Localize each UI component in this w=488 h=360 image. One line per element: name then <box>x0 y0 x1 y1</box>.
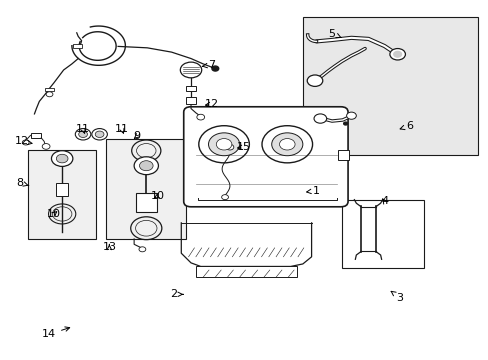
Circle shape <box>134 157 158 175</box>
Circle shape <box>389 49 405 60</box>
Bar <box>186 86 196 91</box>
Bar <box>341 200 424 267</box>
Bar <box>56 183 68 196</box>
Bar <box>337 150 348 160</box>
Text: 2: 2 <box>170 289 183 299</box>
Text: 4: 4 <box>380 197 387 206</box>
Circle shape <box>199 126 249 163</box>
Bar <box>186 97 196 104</box>
FancyBboxPatch shape <box>183 107 347 207</box>
Text: 8: 8 <box>16 178 29 188</box>
Circle shape <box>79 131 87 138</box>
Text: 13: 13 <box>102 242 116 252</box>
Bar <box>73 44 82 48</box>
Circle shape <box>313 114 326 123</box>
Circle shape <box>211 66 218 71</box>
Text: 12: 12 <box>204 99 218 109</box>
Text: 14: 14 <box>42 327 69 339</box>
Bar <box>30 133 41 138</box>
Bar <box>196 266 296 277</box>
Circle shape <box>279 139 294 150</box>
Text: 7: 7 <box>202 60 215 70</box>
Circle shape <box>139 161 153 171</box>
Text: 10: 10 <box>151 191 164 201</box>
Text: 11: 11 <box>115 124 129 134</box>
Bar <box>135 193 157 212</box>
Text: 1: 1 <box>306 186 319 196</box>
Circle shape <box>75 129 91 140</box>
Text: 15: 15 <box>236 142 250 152</box>
Circle shape <box>95 131 104 138</box>
Text: 11: 11 <box>76 124 90 134</box>
Circle shape <box>92 129 107 140</box>
Circle shape <box>306 75 322 86</box>
Circle shape <box>208 133 239 156</box>
Circle shape <box>139 247 145 252</box>
Circle shape <box>343 122 347 125</box>
Text: 6: 6 <box>399 121 412 131</box>
Circle shape <box>51 151 73 166</box>
Text: 9: 9 <box>133 131 140 141</box>
Bar <box>45 88 54 91</box>
Circle shape <box>42 144 50 149</box>
Bar <box>106 139 186 239</box>
Circle shape <box>262 126 312 163</box>
Circle shape <box>225 144 233 150</box>
Circle shape <box>271 133 302 156</box>
Circle shape <box>22 140 29 145</box>
Circle shape <box>197 114 204 120</box>
Circle shape <box>216 139 231 150</box>
Circle shape <box>393 51 401 57</box>
Bar <box>28 150 96 239</box>
Circle shape <box>56 154 68 163</box>
Circle shape <box>180 62 201 78</box>
Circle shape <box>221 195 228 200</box>
Circle shape <box>46 92 53 97</box>
Bar <box>302 18 477 155</box>
Circle shape <box>346 112 356 119</box>
Text: 5: 5 <box>328 28 340 39</box>
Text: 10: 10 <box>47 209 61 219</box>
Text: 12: 12 <box>15 136 32 147</box>
Text: 3: 3 <box>390 291 403 303</box>
